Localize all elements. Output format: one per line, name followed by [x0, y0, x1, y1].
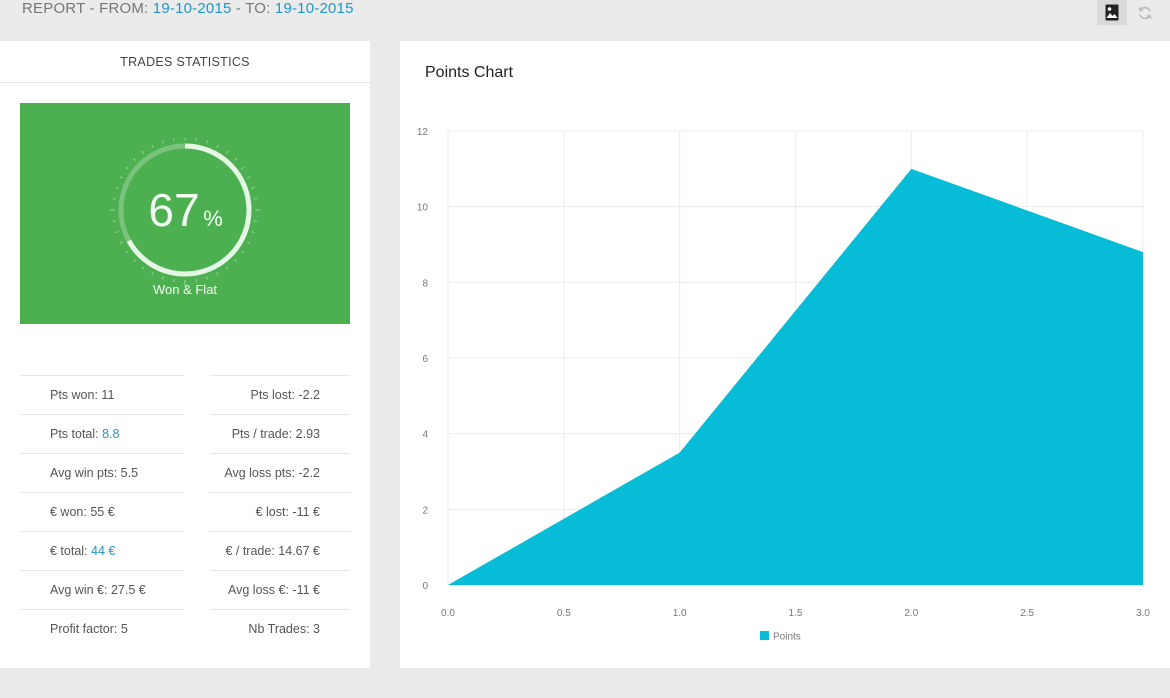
- gauge-tick: [225, 266, 229, 270]
- gauge-tick: [133, 259, 136, 262]
- gauge-tick: [241, 166, 245, 170]
- stat-value: 2.93: [295, 427, 320, 441]
- gauge-tick: [125, 250, 129, 254]
- x-tick-label: 3.0: [1136, 608, 1150, 619]
- gauge-tick: [216, 144, 219, 148]
- points-chart: 0 2 4 6 8 10 12 0.0 0.5 1.0 1.5 2.0 2.5 3.0 Points: [417, 127, 1151, 643]
- y-tick-label: 8: [422, 278, 428, 289]
- refresh-icon: [1138, 6, 1152, 19]
- stat-value: -2.2: [298, 388, 320, 402]
- gauge-value: 67: [148, 184, 199, 236]
- gauge-tick: [115, 186, 119, 189]
- gauge-tick: [119, 241, 123, 244]
- gauge-tick: [251, 186, 255, 189]
- export-image-button[interactable]: [1097, 0, 1127, 25]
- x-tick-label: 0.5: [557, 608, 571, 619]
- y-tick-label: 0: [422, 581, 428, 592]
- x-tick-label: 1.5: [789, 608, 803, 619]
- stat-value: -11 €: [292, 583, 320, 597]
- refresh-button[interactable]: [1130, 0, 1160, 25]
- gauge-tick: [241, 250, 245, 254]
- stat-pts-lost: Pts lost: -2.2: [210, 375, 350, 414]
- gauge-label: Won & Flat: [152, 282, 218, 297]
- panel-title: TRADES STATISTICS: [0, 41, 370, 83]
- report-prefix: REPORT - FROM:: [22, 0, 149, 17]
- x-tick-label: 0.0: [441, 608, 455, 619]
- to-date[interactable]: 19-10-2015: [274, 0, 354, 17]
- stat-value: 5.5: [120, 466, 139, 480]
- chart-title: Points Chart: [425, 64, 514, 81]
- stat-pts-per-trade: Pts / trade: 2.93: [210, 414, 350, 453]
- stat-value: 11: [101, 388, 115, 402]
- x-tick-label: 2.5: [1020, 608, 1034, 619]
- stat-value: 8.8: [102, 427, 120, 441]
- stat-avg-win-eur: Avg win €: 27.5 €: [20, 570, 184, 609]
- y-tick-label: 6: [422, 354, 428, 365]
- stat-value: 3: [313, 622, 320, 636]
- stat-avg-win-pts: Avg win pts: 5.5: [20, 453, 184, 492]
- gauge-tick: [115, 231, 119, 234]
- gauge-tick: [234, 259, 237, 262]
- stat-pts-total: Pts total: 8.8: [20, 414, 184, 453]
- stat-eur-per-trade: € / trade: 14.67 €: [210, 531, 350, 570]
- stat-value: 44 €: [91, 544, 116, 558]
- stat-value: 55 €: [90, 505, 115, 519]
- gauge-tick: [206, 140, 209, 144]
- y-tick-label: 4: [422, 430, 428, 441]
- stat-value: 14.67 €: [278, 544, 320, 558]
- stat-pts-won: Pts won: 11: [20, 375, 184, 414]
- y-tick-label: 12: [417, 127, 429, 138]
- legend-swatch: [760, 631, 769, 640]
- points-chart-panel: Points Chart 0 2 4 6 8 10 12 0.0 0.5 1.0 1.5 2.0 2.5…: [400, 41, 1170, 668]
- gauge-tick: [234, 158, 237, 161]
- gauge-tick: [141, 266, 145, 270]
- from-date[interactable]: 19-10-2015: [152, 0, 232, 17]
- gauge-tick: [206, 276, 209, 280]
- gauge-tick: [151, 144, 154, 148]
- stat-eur-total: € total: 44 €: [20, 531, 184, 570]
- win-rate-gauge: 67 %: [110, 138, 260, 287]
- stat-eur-won: € won: 55 €: [20, 492, 184, 531]
- y-tick-label: 10: [417, 203, 429, 214]
- gauge-tick: [216, 272, 219, 276]
- gauge-tick: [161, 276, 164, 280]
- gauge-tick: [151, 272, 154, 276]
- win-rate-card: 67 % Won & Flat: [20, 103, 350, 324]
- gauge-tick: [251, 231, 255, 234]
- top-bar: REPORT - FROM: 19-10-2015 - TO: 19-10-20…: [0, 0, 1170, 40]
- gauge-tick: [141, 150, 145, 154]
- x-tick-label: 1.0: [673, 608, 687, 619]
- image-icon: [1105, 4, 1119, 21]
- gauge-tick: [225, 150, 229, 154]
- gauge-unit: %: [203, 206, 223, 231]
- gauge-tick: [125, 166, 129, 170]
- trades-statistics-panel: TRADES STATISTICS 67 % Won & Flat Pts wo…: [0, 41, 370, 668]
- report-separator: - TO:: [231, 0, 271, 17]
- gauge-tick: [161, 140, 164, 144]
- stat-value: 5: [120, 622, 128, 636]
- points-area: [448, 168, 1143, 585]
- gauge-tick: [247, 176, 251, 179]
- stat-avg-loss-pts: Avg loss pts: -2.2: [210, 453, 350, 492]
- gauge-tick: [119, 176, 123, 179]
- stat-value: 27.5 €: [110, 583, 146, 597]
- stat-value: -2.2: [298, 466, 320, 480]
- y-tick-label: 2: [422, 505, 428, 516]
- stat-nb-trades: Nb Trades: 3: [210, 609, 350, 648]
- stat-avg-loss-eur: Avg loss €: -11 €: [210, 570, 350, 609]
- gauge-tick: [133, 158, 136, 161]
- gauge-tick: [247, 241, 251, 244]
- legend-label[interactable]: Points: [773, 632, 801, 643]
- stat-value: -11 €: [292, 505, 320, 519]
- report-title: REPORT - FROM: 19-10-2015 - TO: 19-10-20…: [22, 0, 354, 18]
- x-tick-label: 2.0: [904, 608, 918, 619]
- stat-profit-factor: Profit factor: 5: [20, 609, 184, 648]
- stat-eur-lost: € lost: -11 €: [210, 492, 350, 531]
